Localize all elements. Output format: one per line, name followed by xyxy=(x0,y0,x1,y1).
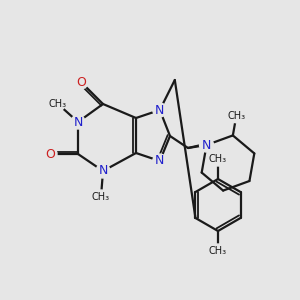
Circle shape xyxy=(153,154,167,168)
Text: N: N xyxy=(98,164,108,178)
Text: CH₃: CH₃ xyxy=(227,111,245,121)
Text: N: N xyxy=(155,103,164,116)
Text: CH₃: CH₃ xyxy=(49,99,67,109)
Circle shape xyxy=(74,75,88,89)
Circle shape xyxy=(211,152,225,166)
Text: N: N xyxy=(155,154,164,167)
Circle shape xyxy=(71,115,85,129)
Text: N: N xyxy=(73,116,83,128)
Circle shape xyxy=(51,97,65,111)
Text: O: O xyxy=(76,76,86,88)
Circle shape xyxy=(94,190,108,204)
Circle shape xyxy=(229,109,243,123)
Circle shape xyxy=(211,244,225,258)
Circle shape xyxy=(200,138,214,152)
Text: CH₃: CH₃ xyxy=(209,246,227,256)
Text: CH₃: CH₃ xyxy=(209,154,227,164)
Text: N: N xyxy=(202,139,211,152)
Text: O: O xyxy=(45,148,55,160)
Circle shape xyxy=(153,103,167,117)
Text: CH₃: CH₃ xyxy=(92,192,110,202)
Circle shape xyxy=(96,164,110,178)
Circle shape xyxy=(43,147,57,161)
